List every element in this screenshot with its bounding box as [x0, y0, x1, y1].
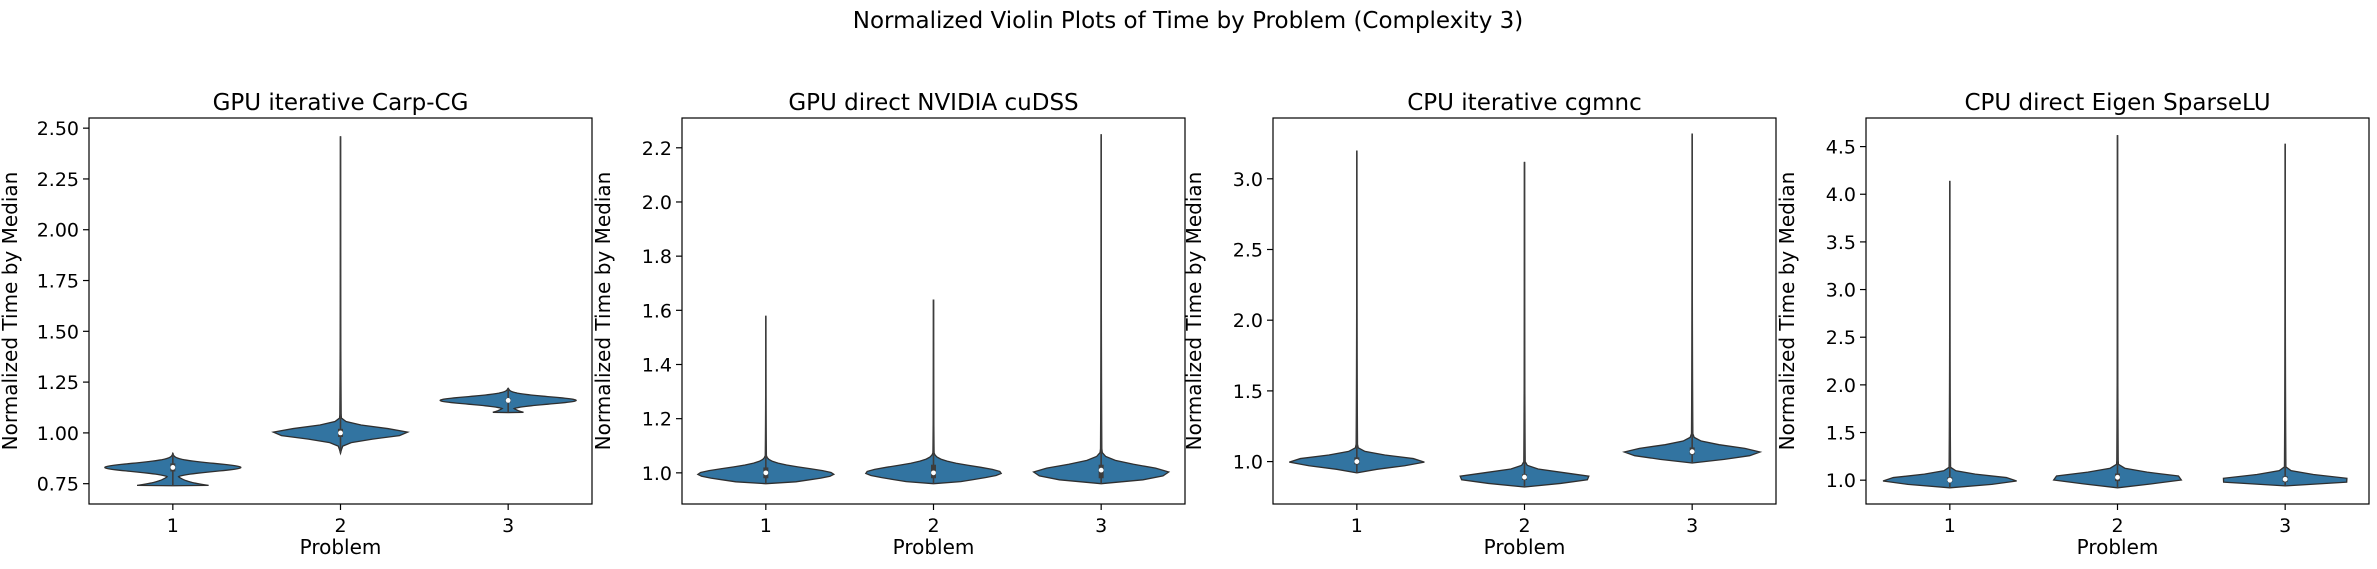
- axes-frame: [1272, 117, 1777, 505]
- y-tick-label: 1.75: [37, 271, 79, 293]
- y-tick-label: 4.0: [1826, 184, 1856, 206]
- x-tick-label: 2: [927, 515, 939, 537]
- violin-median: [1522, 474, 1527, 480]
- y-tick-label: 4.5: [1826, 137, 1856, 159]
- x-tick-label: 1: [1944, 515, 1956, 537]
- y-tick-label: 1.25: [37, 372, 79, 394]
- violin-median: [338, 430, 343, 436]
- x-tick-label: 2: [2111, 515, 2123, 537]
- x-axis-label: Problem: [300, 535, 382, 559]
- y-tick-label: 3.0: [1233, 169, 1263, 191]
- x-tick-label: 3: [1095, 515, 1107, 537]
- x-axis-label: Problem: [1484, 535, 1566, 559]
- x-tick-label: 2: [334, 515, 346, 537]
- y-tick-label: 1.0: [1826, 470, 1856, 492]
- y-tick-label: 2.25: [37, 169, 79, 191]
- axes-frame: [88, 117, 593, 505]
- y-axis-label: Normalized Time by Median: [591, 172, 615, 451]
- y-tick-label: 3.0: [1826, 280, 1856, 302]
- violin-median: [1098, 467, 1104, 473]
- chart-panel: GPU iterative Carp-CG 0.75 1.00 1.25 1.50 1.7…: [0, 90, 593, 559]
- violin-median: [1354, 459, 1360, 464]
- chart-title: GPU iterative Carp-CG: [213, 90, 469, 116]
- y-tick-label: 2.2: [642, 138, 672, 160]
- y-tick-label: 2.50: [37, 118, 79, 140]
- y-tick-label: 1.00: [37, 423, 79, 445]
- y-tick-label: 1.6: [642, 300, 672, 322]
- figure-suptitle: Normalized Violin Plots of Time by Probl…: [853, 8, 1523, 34]
- violin-median: [170, 465, 176, 470]
- y-tick-label: 2.5: [1826, 327, 1856, 349]
- y-tick-label: 2.00: [37, 220, 79, 242]
- x-tick-label: 3: [502, 515, 514, 537]
- y-tick-label: 2.0: [1826, 375, 1856, 397]
- chart-title: CPU iterative cgmnc: [1407, 90, 1642, 116]
- y-tick-label: 1.5: [1233, 381, 1263, 403]
- y-tick-label: 1.8: [642, 246, 672, 268]
- x-tick-label: 1: [760, 515, 772, 537]
- x-tick-label: 1: [167, 515, 179, 537]
- y-tick-label: 2.0: [1233, 310, 1263, 332]
- chart-panel: CPU iterative cgmnc 1.0 1.5 2.0 2.5 3.0 Normal…: [1182, 90, 1777, 559]
- violin-median: [505, 397, 511, 403]
- y-tick-label: 1.0: [1233, 452, 1263, 474]
- y-tick-label: 2.5: [1233, 239, 1263, 261]
- y-tick-label: 3.5: [1826, 232, 1856, 254]
- x-axis-label: Problem: [893, 535, 975, 559]
- y-axis-label: Normalized Time by Median: [1182, 172, 1206, 451]
- violin-median: [1689, 449, 1695, 455]
- y-axis-label: Normalized Time by Median: [0, 172, 22, 451]
- y-tick-label: 1.5: [1826, 423, 1856, 445]
- axes-frame: [1865, 117, 2370, 505]
- y-tick-label: 2.0: [642, 192, 672, 214]
- x-axis-label: Problem: [2077, 535, 2159, 559]
- axes-frame: [681, 117, 1186, 505]
- chart-panel: CPU direct Eigen SparseLU 1.0 1.5 2.0 2.5 3.0…: [1775, 90, 2370, 559]
- y-tick-label: 1.4: [642, 354, 672, 376]
- x-tick-label: 1: [1351, 515, 1363, 537]
- chart-title: GPU direct NVIDIA cuDSS: [788, 90, 1078, 116]
- chart-title: CPU direct Eigen SparseLU: [1964, 90, 2270, 116]
- violin-median: [931, 470, 936, 476]
- x-tick-label: 2: [1518, 515, 1530, 537]
- violin-median: [763, 470, 769, 476]
- violin-median: [1947, 477, 1953, 483]
- y-tick-label: 1.50: [37, 321, 79, 343]
- x-tick-label: 3: [1686, 515, 1698, 537]
- y-tick-label: 0.75: [37, 474, 79, 496]
- violin-median: [2282, 476, 2288, 482]
- y-axis-label: Normalized Time by Median: [1775, 172, 1799, 451]
- x-tick-label: 3: [2279, 515, 2291, 537]
- y-tick-label: 1.2: [642, 409, 672, 431]
- y-tick-label: 1.0: [642, 463, 672, 485]
- violin-median: [2115, 474, 2120, 480]
- chart-panel: GPU direct NVIDIA cuDSS 1.0 1.2 1.4 1.6 1.8 2.…: [591, 90, 1186, 559]
